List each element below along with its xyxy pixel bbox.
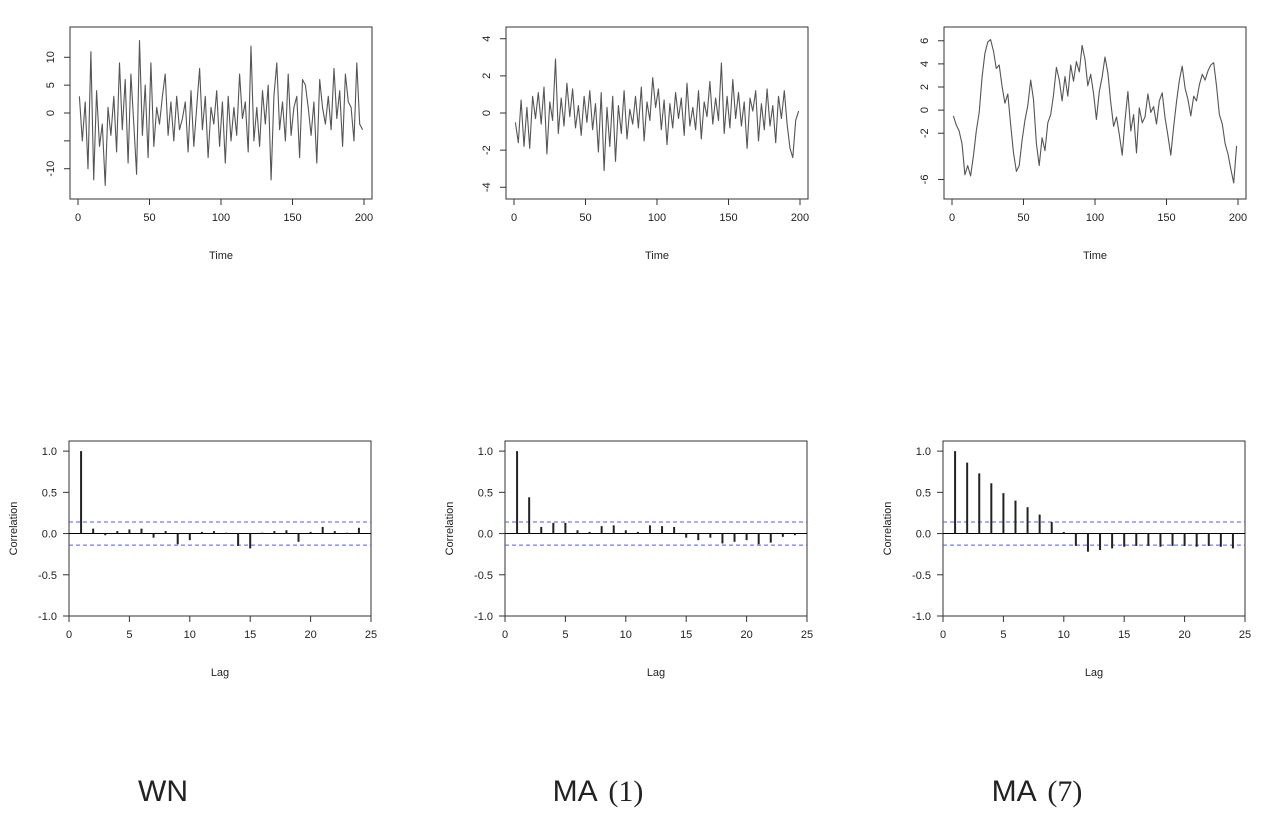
- x-tick-label: 25: [1239, 629, 1251, 641]
- y-tick-label: 0.5: [42, 487, 57, 499]
- y-tick-label: -0.5: [474, 570, 493, 582]
- x-tick-label: 25: [801, 629, 813, 641]
- series-line: [514, 58, 800, 172]
- chart-panel-4: 0 5 10 15 20 25 -1.0 -0.5 0.0 0.5 1.0 Lag Correlatio…: [8, 440, 377, 679]
- chart-panel-3: 0 50 100 150 200 -6 -2 0 2 4 6 Time: [919, 26, 1247, 262]
- plot-frame: [942, 440, 1246, 617]
- y-tick-label: 6: [919, 38, 931, 44]
- plot-frame: [504, 440, 808, 617]
- y-tick-label: 5: [45, 82, 57, 88]
- x-axis-label: Time: [645, 250, 669, 262]
- y-tick-label: 4: [919, 61, 931, 67]
- x-tick-label: 0: [502, 629, 508, 641]
- y-tick-label: -1.0: [474, 611, 493, 623]
- caption-ma1-order: (1): [608, 775, 643, 808]
- y-tick-label: 0: [919, 107, 931, 113]
- y-tick-label: 1.0: [478, 446, 493, 458]
- y-tick-label: -0.5: [912, 570, 931, 582]
- y-tick-label: -2: [481, 145, 493, 155]
- x-axis-label: Time: [1083, 250, 1107, 262]
- y-tick-label: -0.5: [38, 570, 57, 582]
- x-axis-label: Time: [209, 250, 233, 262]
- y-tick-label: 4: [481, 36, 493, 42]
- y-tick-label: 1.0: [42, 446, 57, 458]
- x-tick-label: 20: [1178, 629, 1190, 641]
- caption-wn: WN: [138, 775, 188, 808]
- y-tick-label: 2: [919, 84, 931, 90]
- x-tick-label: 5: [1000, 629, 1006, 641]
- y-tick-label: 0.0: [478, 529, 493, 541]
- series-line: [78, 40, 364, 186]
- y-tick-label: -4: [481, 182, 493, 192]
- x-tick-label: 20: [304, 629, 316, 641]
- y-tick-label: 10: [45, 51, 57, 63]
- x-tick-label: 200: [355, 212, 373, 224]
- x-tick-label: 10: [1058, 629, 1070, 641]
- chart-panel-2: 0 50 100 150 200 -4 -2 0 2 4 Time: [481, 26, 809, 262]
- caption-ma1: MA (1): [553, 775, 644, 808]
- x-tick-label: 25: [365, 629, 377, 641]
- x-tick-label: 0: [511, 212, 517, 224]
- y-tick-label: -6: [919, 175, 931, 185]
- x-tick-label: 150: [283, 212, 301, 224]
- caption-ma1-label: MA: [553, 775, 598, 808]
- y-axis-label: Correlation: [882, 502, 894, 556]
- series-line: [952, 39, 1238, 184]
- y-tick-label: 0.0: [916, 529, 931, 541]
- x-tick-label: 0: [75, 212, 81, 224]
- caption-ma7-order: (7): [1047, 775, 1082, 808]
- x-tick-label: 50: [1017, 212, 1029, 224]
- y-tick-label: 1.0: [916, 446, 931, 458]
- y-tick-label: -1.0: [912, 611, 931, 623]
- x-tick-label: 200: [1229, 212, 1247, 224]
- x-tick-label: 0: [949, 212, 955, 224]
- x-tick-label: 200: [791, 212, 809, 224]
- x-tick-label: 50: [143, 212, 155, 224]
- y-tick-label: 0.5: [478, 487, 493, 499]
- x-tick-label: 15: [244, 629, 256, 641]
- y-axis-label: Correlation: [444, 502, 456, 556]
- plot-frame: [68, 440, 372, 617]
- x-tick-label: 20: [740, 629, 752, 641]
- y-tick-label: 0.0: [42, 529, 57, 541]
- y-tick-label: 2: [481, 73, 493, 79]
- x-tick-label: 15: [1118, 629, 1130, 641]
- plot-frame: [943, 26, 1247, 200]
- caption-ma7: MA (7): [992, 775, 1083, 808]
- y-tick-label: -1.0: [38, 611, 57, 623]
- chart-panel-5: 0 5 10 15 20 25 -1.0 -0.5 0.0 0.5 1.0 Lag Correlatio…: [444, 440, 813, 679]
- x-tick-label: 10: [184, 629, 196, 641]
- chart-panel-6: 0 5 10 15 20 25 -1.0 -0.5 0.0 0.5 1.0 Lag Correlatio…: [882, 440, 1251, 679]
- x-tick-label: 0: [66, 629, 72, 641]
- x-tick-label: 100: [648, 212, 666, 224]
- x-tick-label: 5: [562, 629, 568, 641]
- x-tick-label: 0: [940, 629, 946, 641]
- x-tick-label: 15: [680, 629, 692, 641]
- x-tick-label: 5: [126, 629, 132, 641]
- x-tick-label: 100: [212, 212, 230, 224]
- caption-ma7-label: MA: [992, 775, 1037, 808]
- y-tick-label: -10: [45, 161, 57, 177]
- x-tick-label: 10: [620, 629, 632, 641]
- y-tick-label: 0: [45, 110, 57, 116]
- chart-panel-1: 0 50 100 150 200 -10 0 5 10 Time: [45, 26, 373, 262]
- x-tick-label: 100: [1086, 212, 1104, 224]
- x-axis-label: Lag: [211, 667, 229, 679]
- y-axis-label: Correlation: [8, 502, 20, 556]
- x-tick-label: 150: [719, 212, 737, 224]
- y-tick-label: -2: [919, 128, 931, 138]
- x-axis-label: Lag: [647, 667, 665, 679]
- y-tick-label: 0: [481, 110, 493, 116]
- x-tick-label: 150: [1157, 212, 1175, 224]
- x-tick-label: 50: [579, 212, 591, 224]
- x-axis-label: Lag: [1085, 667, 1103, 679]
- y-tick-label: 0.5: [916, 487, 931, 499]
